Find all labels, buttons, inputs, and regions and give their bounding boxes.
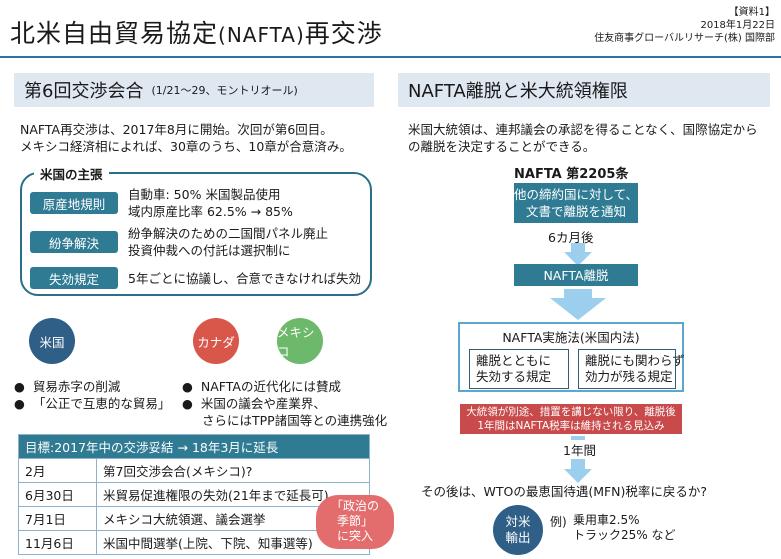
document-tag: 【資料1】 [728, 7, 775, 18]
left-section-heading: 第6回交渉会合 (1/21～29、モントリオール) [14, 73, 374, 107]
list-item-text: 貿易赤字の削減 [32, 379, 121, 394]
tariff-examples: 乗用車2.5% トラック25% など [573, 513, 676, 543]
schedule-event: 第7回交渉会合(メキシコ)? [96, 458, 370, 483]
implementation-act-title: NAFTA実施法(米国内法) [502, 330, 640, 345]
us-claims-box [20, 172, 372, 296]
us-points-list: ● 貿易赤字の削減 ● 「公正で互恵的な貿易」 [14, 378, 170, 412]
list-item-text: 米国の議会や産業界、 [200, 396, 326, 411]
title-paren: (NAFTA) [218, 23, 305, 47]
schedule-date: 11月6日 [18, 530, 97, 555]
claim-label-dispute-settlement: 紛争解決 [30, 231, 118, 253]
provisions-remain-box: 離脱にも関わらず 効力が残る規定 [578, 349, 685, 389]
list-item: ● NAFTAの近代化には賛成 [182, 379, 341, 394]
six-months-label: 6カ月後 [548, 230, 594, 245]
left-intro-line: NAFTA再交渉は、2017年8月に開始。次回が第6回目。 [20, 122, 333, 137]
provision-line: 効力が残る規定 [585, 369, 673, 384]
provisions-expire-box: 離脱とともに 失効する規定 [469, 349, 569, 389]
table-row: 2月 第7回交渉会合(メキシコ)? [18, 458, 370, 483]
claim-line: 域内原産比率 62.5% → 85% [128, 204, 293, 219]
mfn-question: その後は、WTOの最恵国待遇(MFN)税率に戻るか? [421, 484, 708, 499]
claim-label-sunset-clause: 失効規定 [30, 267, 118, 289]
tariff-example: 乗用車2.5% [573, 513, 640, 527]
title-tail: 再交渉 [304, 19, 383, 48]
page-title: 北米自由貿易協定(NAFTA)再交渉 [10, 14, 383, 50]
one-year-label: 1年間 [560, 440, 599, 459]
list-item: ● 米国の議会や産業界、 [182, 396, 326, 411]
arrow-stem [571, 243, 585, 253]
left-heading-sub: (1/21～29、モントリオール) [151, 84, 298, 97]
political-season-badge: 「政治の 季節」 に突入 [316, 495, 394, 549]
list-item-text: NAFTAの近代化には賛成 [200, 379, 341, 394]
badge-line: 「政治の [330, 499, 379, 513]
down-arrow-icon [550, 298, 606, 320]
list-item: さらにはTPP諸国等との連携強化 [182, 412, 387, 429]
list-item-text: さらにはTPP諸国等との連携強化 [202, 413, 388, 428]
notice-line: 文書で離脱を通知 [525, 204, 626, 219]
schedule-header-row: 目標:2017年中の交渉妥結 → 18年3月に延長 [18, 434, 370, 459]
export-label-line: 輸出 [505, 530, 531, 545]
withdrawal-box: NAFTA離脱 [514, 264, 638, 286]
right-section-heading: NAFTA離脱と米大統領権限 [398, 73, 770, 107]
list-item-text: 「公正で互恵的な貿易」 [32, 396, 171, 411]
claim-line: 投資仲裁への付託は選択制に [128, 243, 291, 258]
right-intro-line: 米国大統領は、連邦議会の承認を得ることなく、国際協定から [408, 122, 758, 137]
list-item: ● 貿易赤字の削減 [14, 379, 121, 394]
provision-line: 離脱とともに [476, 353, 552, 368]
schedule-goal: 目標:2017年中の交渉妥結 → 18年3月に延長 [18, 434, 370, 459]
left-intro-line: メキシコ経済相によれば、30章のうち、10章が合意済み。 [20, 139, 352, 154]
claim-line: 自動車: 50% 米国製品使用 [128, 187, 281, 202]
export-label-line: 対米 [505, 514, 531, 529]
provision-line: 失効する規定 [476, 369, 552, 384]
note-line: 1年間はNAFTA税率は維持される見込み [477, 420, 665, 432]
document-date: 2018年1月22日 [700, 20, 775, 31]
document-org: 住友商事グローバルリサーチ(株) 国際部 [594, 33, 775, 44]
claim-text: 5年ごとに協議し、合意できなければ失効 [128, 270, 361, 287]
country-circle-canada: カナダ [193, 318, 239, 364]
notice-line: 他の締約国に対して、 [514, 187, 639, 202]
down-arrow-icon [564, 469, 592, 483]
badge-line: 季節」 [336, 514, 373, 528]
example-prefix: 例) [550, 515, 567, 529]
title-main: 北米自由貿易協定 [10, 19, 219, 48]
note-line: 大統領が別途、措置を講じない限り、離脱後 [466, 406, 676, 418]
canada-mexico-points-list: ● NAFTAの近代化には賛成 ● 米国の議会や産業界、 さらにはTPP諸国等と… [182, 378, 387, 429]
schedule-date: 6月30日 [18, 482, 97, 507]
right-heading-text: NAFTA離脱と米大統領権限 [408, 81, 628, 102]
provision-line: 離脱にも関わらず [585, 353, 685, 368]
claim-text: 紛争解決のための二国間パネル廃止 投資仲裁への付託は選択制に [128, 225, 328, 259]
badge-line: に突入 [336, 529, 373, 543]
exports-to-us-circle: 対米 輸出 [493, 505, 543, 555]
implementation-act-box [458, 322, 684, 392]
tariff-example: トラック25% など [573, 528, 676, 542]
right-intro: 米国大統領は、連邦議会の承認を得ることなく、国際協定から の離脱を決定することが… [408, 121, 758, 155]
country-circle-mexico: メキシコ [277, 318, 323, 364]
down-arrow-icon [564, 252, 592, 266]
us-claims-label: 米国の主張 [34, 164, 109, 183]
claim-line: 5年ごとに協議し、合意できなければ失効 [128, 271, 361, 286]
schedule-date: 7月1日 [18, 506, 97, 531]
right-intro-line: の離脱を決定することができる。 [408, 139, 596, 154]
claim-line: 紛争解決のための二国間パネル廃止 [128, 226, 329, 241]
title-divider [0, 56, 781, 58]
tariff-maintained-note: 大統領が別途、措置を講じない限り、離脱後 1年間はNAFTA税率は維持される見込… [460, 404, 682, 434]
article-label: NAFTA 第2205条 [514, 167, 629, 182]
schedule-date: 2月 [18, 458, 97, 483]
list-item: ● 「公正で互恵的な貿易」 [14, 396, 171, 411]
left-intro: NAFTA再交渉は、2017年8月に開始。次回が第6回目。 メキシコ経済相によれ… [20, 121, 352, 155]
arrow-stem [564, 289, 592, 299]
claim-text: 自動車: 50% 米国製品使用 域内原産比率 62.5% → 85% [128, 186, 293, 220]
notice-box: 他の締約国に対して、 文書で離脱を通知 [514, 183, 638, 223]
left-heading-text: 第6回交渉会合 [24, 81, 144, 102]
claim-label-rules-of-origin: 原産地規則 [30, 192, 118, 214]
country-circle-us: 米国 [29, 318, 75, 364]
